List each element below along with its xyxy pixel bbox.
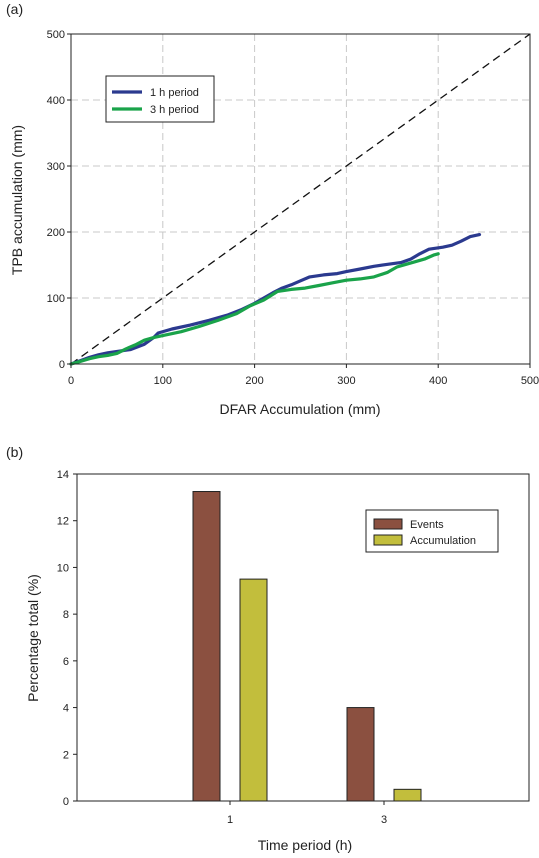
- panel-a-legend-label: 3 h period: [150, 104, 199, 116]
- panel-a-x-tick-label: 500: [521, 375, 539, 387]
- panel-b: (b) 0 2 4 6 8 10 12 14 1 3 Time period (h) Percen…: [6, 444, 530, 853]
- panel-b-legend-swatch: [373, 534, 403, 546]
- panel-a-reference-line: [70, 33, 531, 365]
- panel-a-series: [69, 233, 482, 366]
- panel-a-x-tick-label: 100: [154, 375, 172, 387]
- panel-a-plot-frame: [70, 33, 531, 365]
- panel-a-ticks: 0 100 200 300 400 500 0 100 200 300 400 500: [47, 29, 539, 387]
- panel-a-legend: 1 h period 3 h period: [105, 75, 215, 123]
- panel-b-y-tick-label: 10: [57, 562, 69, 574]
- panel-a-x-tick-label: 300: [337, 375, 355, 387]
- panel-b-plot-frame: [76, 473, 530, 802]
- panel-a-y-tick-label: 0: [59, 359, 65, 371]
- panel-a-y-tick-label: 300: [47, 161, 65, 173]
- one-to-one-reference-line: [70, 33, 531, 365]
- series-3-h-period-line: [69, 252, 440, 366]
- panel-a-x-tick-label: 400: [429, 375, 447, 387]
- bar-events-3h: [346, 707, 375, 802]
- panel-b-y-tick-label: 12: [57, 516, 69, 528]
- panel-b-x-axis-label: Time period (h): [258, 837, 352, 853]
- bar-events-1h: [192, 491, 221, 802]
- panel-b-legend-label: Accumulation: [410, 535, 476, 547]
- bar-accumulation-1h: [239, 578, 268, 802]
- panel-b-bars: [192, 491, 422, 802]
- panel-a-x-tick-label: 200: [245, 375, 263, 387]
- panel-a-grid: [71, 34, 530, 364]
- panel-a-y-tick-label: 100: [47, 293, 65, 305]
- panel-b-legend-swatch: [373, 518, 403, 530]
- panel-a-legend-label: 1 h period: [150, 87, 199, 99]
- panel-b-y-tick-label: 6: [63, 656, 69, 668]
- panel-b-legend: Events Accumulation: [365, 509, 499, 553]
- panel-a: (a) 0 100 200 300 400 500 0 100 200 300 400 500 DFA…: [6, 1, 539, 417]
- series-1-h-period-line: [69, 233, 482, 366]
- panel-a-label: (a): [6, 1, 23, 17]
- panel-a-x-axis-label: DFAR Accumulation (mm): [219, 401, 380, 417]
- panel-b-label: (b): [6, 444, 23, 460]
- panel-b-y-tick-label: 2: [63, 749, 69, 761]
- panel-a-legend-box: [105, 75, 215, 123]
- panel-b-y-tick-label: 8: [63, 609, 69, 621]
- panel-b-y-tick-label: 0: [63, 796, 69, 808]
- panel-a-x-tick-label: 0: [68, 375, 74, 387]
- panel-a-y-tick-label: 200: [47, 227, 65, 239]
- panel-b-y-tick-label: 14: [57, 469, 69, 481]
- panel-b-x-tick-label: 3: [381, 814, 387, 826]
- panel-b-legend-label: Events: [410, 519, 444, 531]
- panel-a-y-axis-label: TPB accumulation (mm): [9, 125, 25, 275]
- panel-b-ticks: 0 2 4 6 8 10 12 14 1 3: [57, 469, 387, 826]
- bar-accumulation-3h: [393, 788, 422, 802]
- panel-a-y-tick-label: 400: [47, 95, 65, 107]
- panel-b-y-tick-label: 4: [63, 703, 69, 715]
- panel-b-y-axis-label: Percentage total (%): [25, 574, 41, 702]
- panel-b-x-tick-label: 1: [227, 814, 233, 826]
- panel-a-y-tick-label: 500: [47, 29, 65, 41]
